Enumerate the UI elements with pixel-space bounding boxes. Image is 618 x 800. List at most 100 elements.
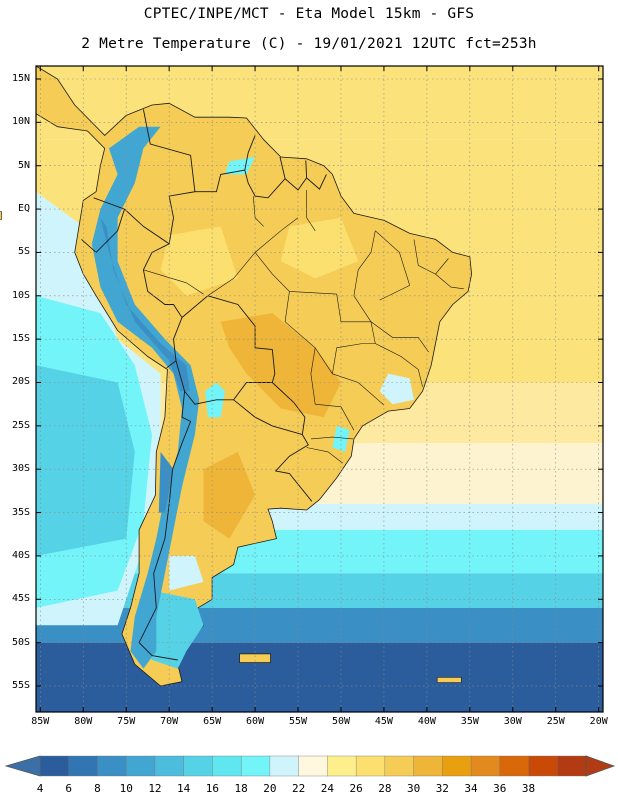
lon-label: 50W [331, 716, 350, 727]
state-border [310, 436, 354, 440]
colorbar-swatch [154, 755, 185, 777]
lon-label: 85W [31, 716, 50, 727]
colorbar-swatch [557, 755, 587, 777]
colorbar-low-arrow [4, 755, 41, 777]
andes-central-peaks [158, 451, 174, 513]
colorbar-label: 22 [292, 782, 306, 795]
state-border [306, 447, 343, 464]
hot-region-pampa [203, 451, 256, 539]
lon-label: 80W [74, 716, 93, 727]
map-frame [35, 65, 604, 713]
colorbar-label: 10 [119, 782, 133, 795]
colorbar-label: 28 [378, 782, 392, 795]
warm-region-west-amazon [160, 226, 238, 296]
colorbar-label: 38 [521, 782, 536, 795]
lat-label: 50S [11, 636, 30, 648]
state-border [254, 217, 299, 253]
colorbar-swatch [68, 755, 98, 777]
andes-peaks [100, 217, 190, 392]
lon-label: 30W [503, 716, 522, 727]
state-border [353, 230, 376, 322]
colorbar-swatch [413, 755, 443, 777]
colorbar-swatch [183, 755, 213, 777]
colorbar-label: 4 [36, 782, 44, 795]
lat-label: 55S [11, 679, 30, 691]
state-border [332, 343, 423, 387]
state-border [253, 196, 264, 227]
colorbar-label: 20 [263, 782, 277, 795]
highlands-guiana [225, 157, 256, 175]
state-border [284, 291, 333, 374]
lat-label: 20S [11, 376, 30, 388]
colorbar-swatch [499, 755, 530, 777]
state-border [336, 294, 376, 344]
colorbar-swatch [470, 755, 501, 777]
country-border [194, 135, 256, 193]
colorbar [4, 755, 616, 777]
colorbar-label: 14 [177, 782, 191, 795]
colorbar-label: 12 [148, 782, 162, 795]
colorbar-label: 24 [320, 782, 334, 795]
state-border [370, 321, 429, 353]
lon-label: 35W [460, 716, 479, 727]
colorbar-label: 6 [65, 782, 73, 795]
lat-label: 5S [17, 246, 30, 258]
lat-label: 25S [11, 419, 30, 431]
hot-region-chaco [220, 313, 341, 418]
state-border [254, 252, 337, 295]
pacific-core [36, 417, 109, 539]
country-border [138, 391, 192, 661]
country-border [244, 169, 286, 199]
galapagos-islands [0, 211, 2, 220]
colorbar-label: 16 [205, 782, 220, 795]
chart-subtitle: 2 Metre Temperature (C) - 19/01/2021 12U… [81, 36, 537, 52]
falkland-islands [239, 653, 271, 663]
state-border [306, 190, 316, 231]
lat-label: EQ [17, 203, 30, 215]
lat-label: 45S [11, 593, 30, 605]
colorbar-swatch [212, 755, 242, 777]
lat-label: 15S [11, 333, 30, 345]
country-border [93, 109, 196, 245]
lat-label: 10S [11, 289, 30, 301]
colorbar-label: 18 [234, 782, 248, 795]
state-border [310, 347, 355, 431]
lon-label: 20W [589, 716, 608, 727]
state-border [207, 252, 256, 297]
lat-label: 35S [11, 506, 30, 518]
colorbar-label: 36 [493, 782, 507, 795]
colorbar-swatch [327, 755, 357, 777]
colorbar-swatch [528, 755, 558, 777]
lat-label: 15N [11, 73, 30, 84]
country-border [274, 434, 313, 502]
colorbar-swatch [97, 755, 127, 777]
colorbar-swatch [384, 755, 415, 777]
highlands-se-brazil [379, 373, 414, 405]
ocean-band [36, 642, 603, 712]
country-border [81, 208, 125, 254]
lon-label: 70W [160, 716, 179, 727]
graticule [36, 66, 603, 712]
lon-label: 25W [546, 716, 565, 727]
colorbar-swatch [355, 755, 386, 777]
colorbar-high-arrow [585, 755, 616, 777]
lat-label: 40S [11, 549, 30, 561]
colorbar-swatch [298, 755, 328, 777]
highlands-south-brazil [332, 425, 350, 452]
colorbar-swatch [269, 755, 300, 777]
lat-label: 5N [17, 159, 30, 171]
colorbar-swatch [39, 755, 70, 777]
warm-region-amazon [280, 217, 359, 279]
state-border [435, 273, 464, 290]
lon-label: 75W [117, 716, 136, 727]
chart-title: CPTEC/INPE/MCT - Eta Model 15km - GFS [143, 6, 475, 22]
state-border [143, 269, 204, 295]
lon-label: 60W [246, 716, 265, 727]
country-border [306, 174, 327, 190]
lon-label: 55W [288, 716, 308, 727]
colorbar-swatch [240, 755, 271, 777]
south-georgia [436, 676, 462, 683]
lat-label: 10N [11, 116, 30, 128]
state-border [375, 230, 411, 301]
